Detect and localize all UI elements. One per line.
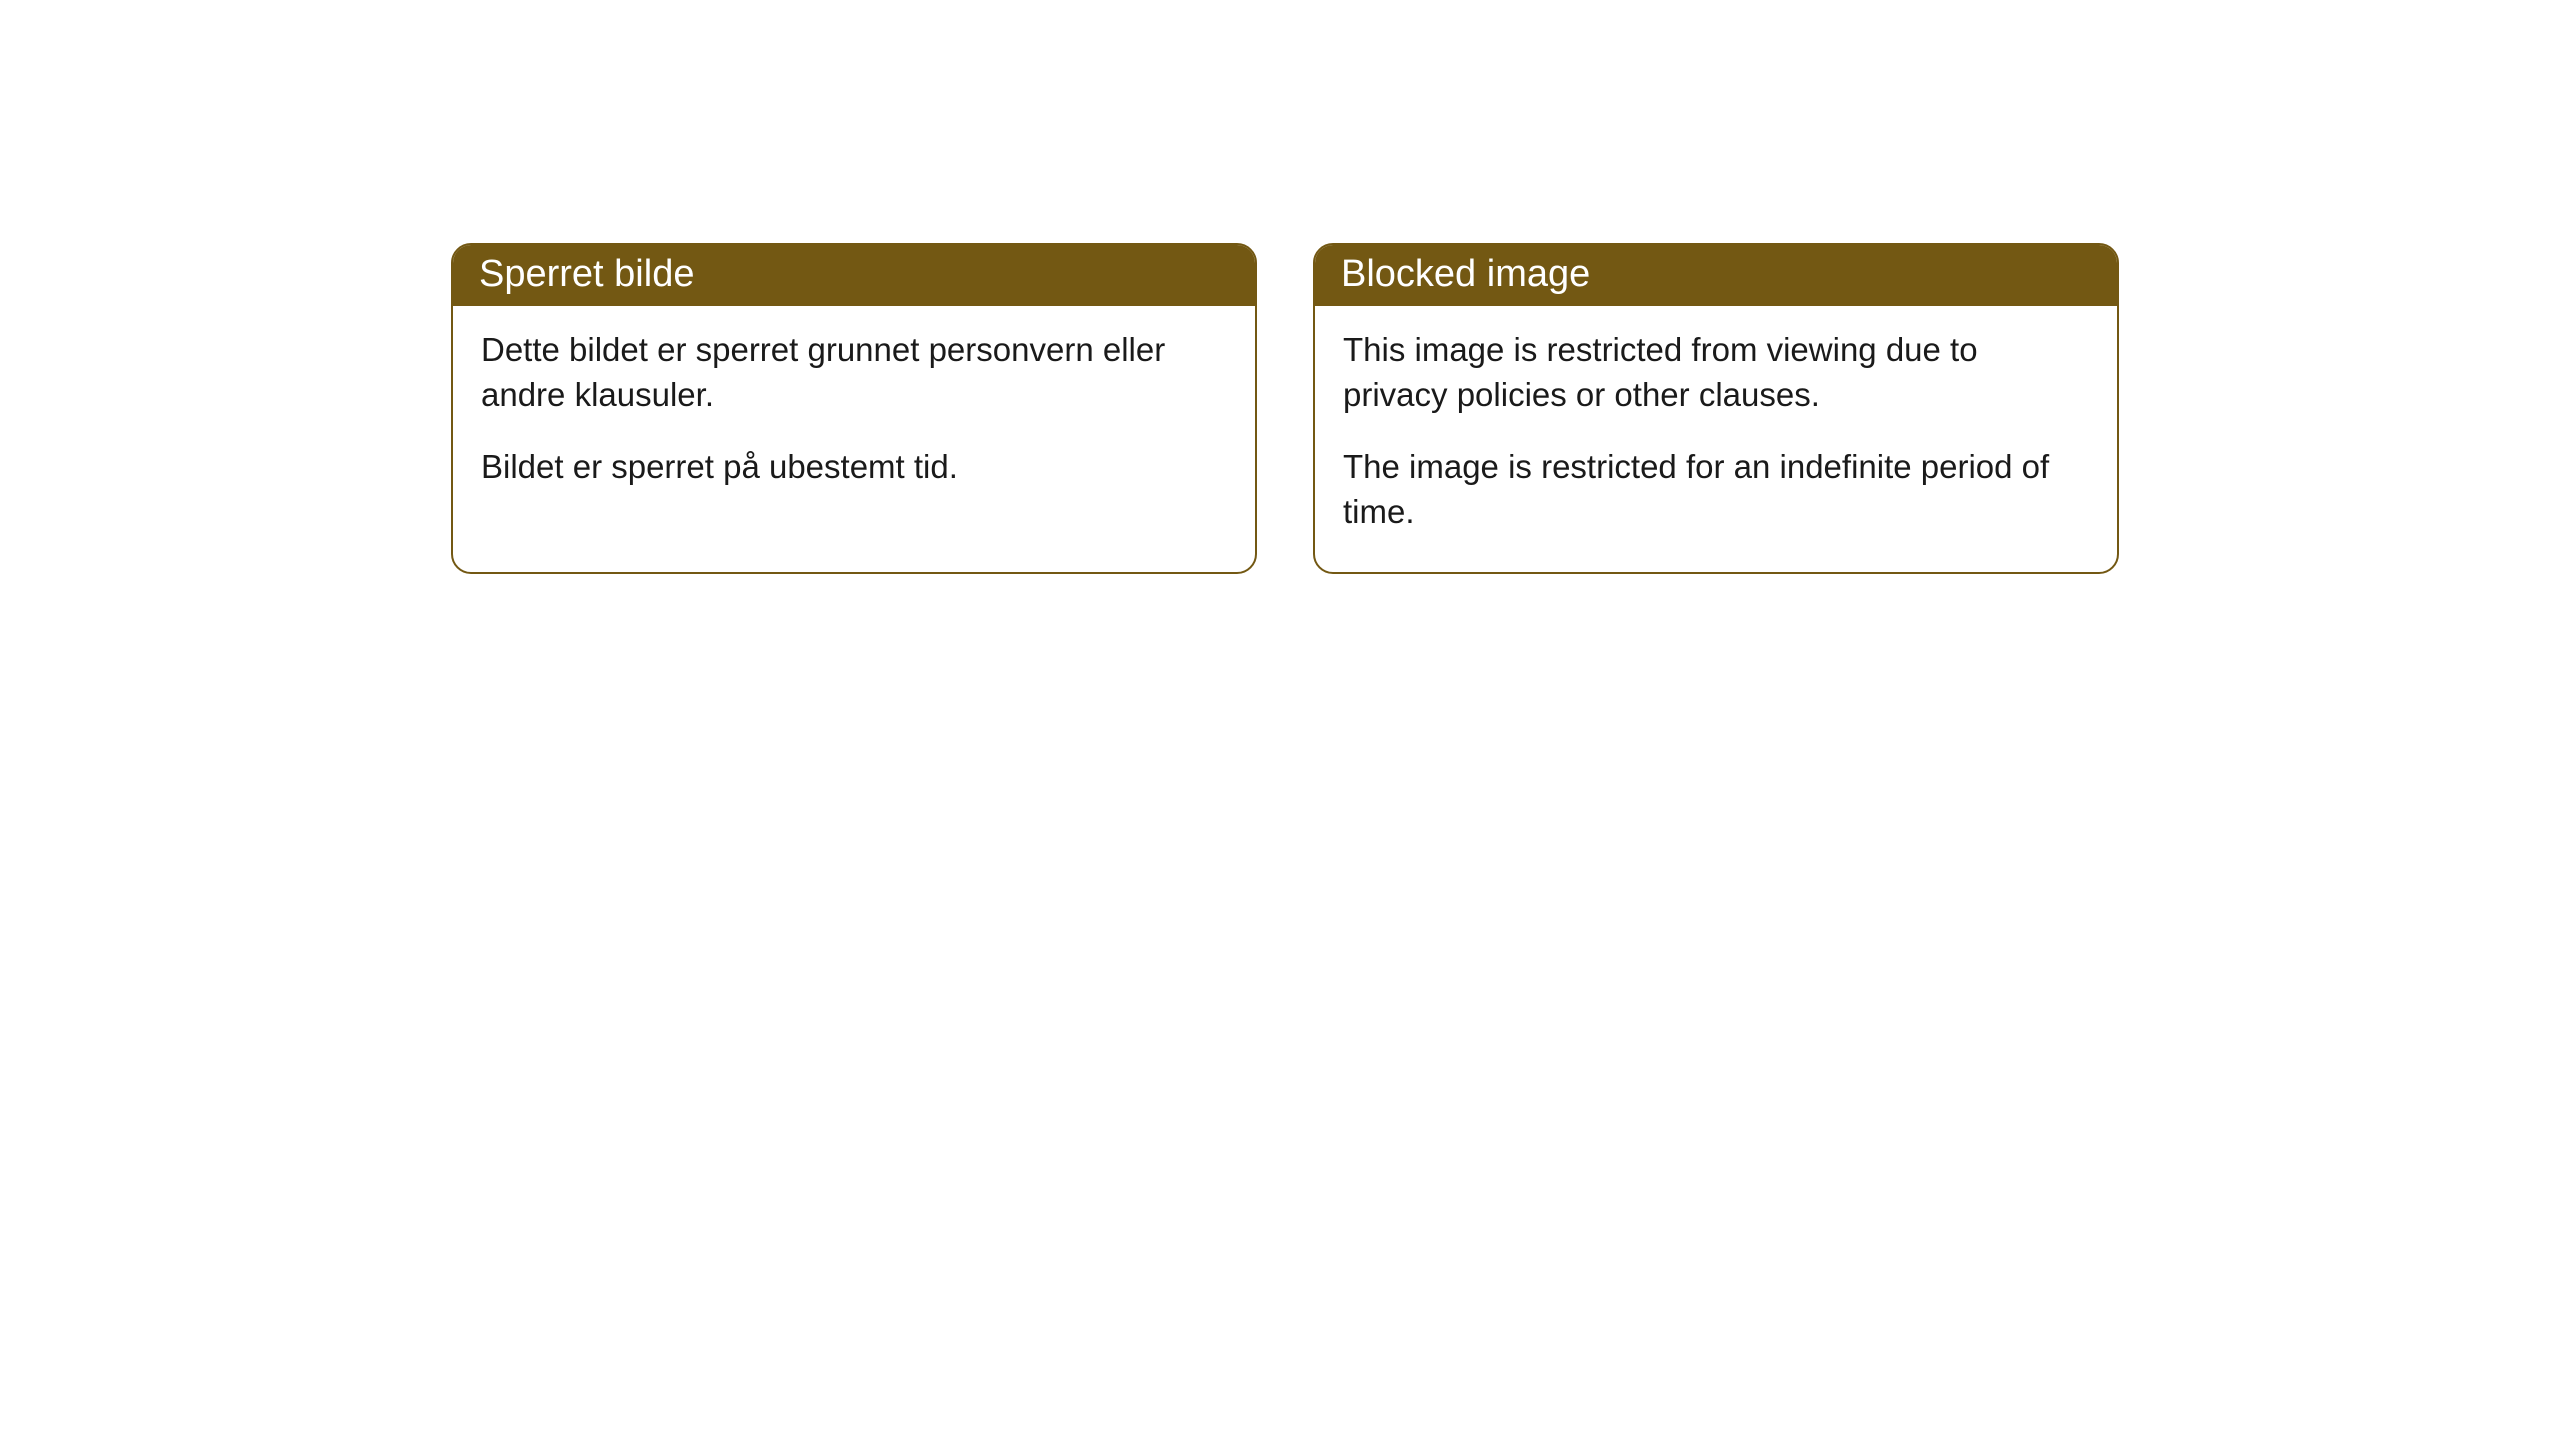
card-header-english: Blocked image — [1315, 245, 2117, 306]
card-title: Blocked image — [1341, 253, 1590, 295]
card-paragraph: Bildet er sperret på ubestemt tid. — [481, 445, 1227, 490]
card-norwegian: Sperret bilde Dette bildet er sperret gr… — [451, 243, 1257, 574]
card-body-english: This image is restricted from viewing du… — [1315, 306, 2117, 572]
card-title: Sperret bilde — [479, 253, 694, 295]
cards-container: Sperret bilde Dette bildet er sperret gr… — [451, 243, 2119, 574]
card-body-norwegian: Dette bildet er sperret grunnet personve… — [453, 306, 1255, 528]
card-header-norwegian: Sperret bilde — [453, 245, 1255, 306]
card-paragraph: This image is restricted from viewing du… — [1343, 328, 2089, 417]
card-english: Blocked image This image is restricted f… — [1313, 243, 2119, 574]
card-paragraph: Dette bildet er sperret grunnet personve… — [481, 328, 1227, 417]
card-paragraph: The image is restricted for an indefinit… — [1343, 445, 2089, 534]
